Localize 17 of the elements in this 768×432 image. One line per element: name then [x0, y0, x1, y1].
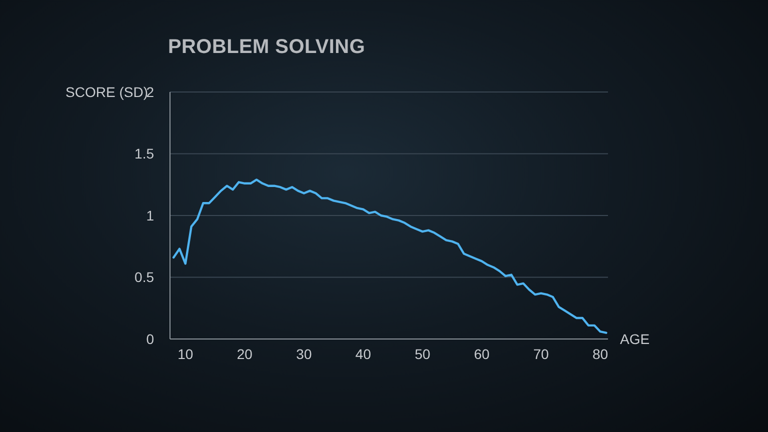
x-tick-label: 30: [296, 346, 312, 362]
x-tick-label: 10: [178, 346, 194, 362]
y-axis-title: SCORE (SD): [66, 83, 148, 101]
y-tick-label: 0.5: [134, 269, 154, 286]
x-tick-label: 60: [474, 346, 490, 362]
y-tick-label: 1: [146, 207, 154, 224]
y-tick-label: 2: [146, 84, 154, 100]
x-tick-label: 80: [592, 346, 608, 362]
y-tick-label: 0: [146, 330, 154, 347]
x-tick-label: 70: [533, 346, 550, 362]
y-tick-label: 1.5: [134, 146, 154, 162]
line-series: [172, 178, 608, 334]
x-tick-label: 20: [236, 346, 253, 362]
x-axis-title: AGE: [620, 330, 650, 348]
chart-title: PROBLEM SOLVING: [168, 36, 366, 59]
x-tick-label: 50: [414, 346, 430, 362]
x-tick-label: 40: [355, 346, 372, 362]
